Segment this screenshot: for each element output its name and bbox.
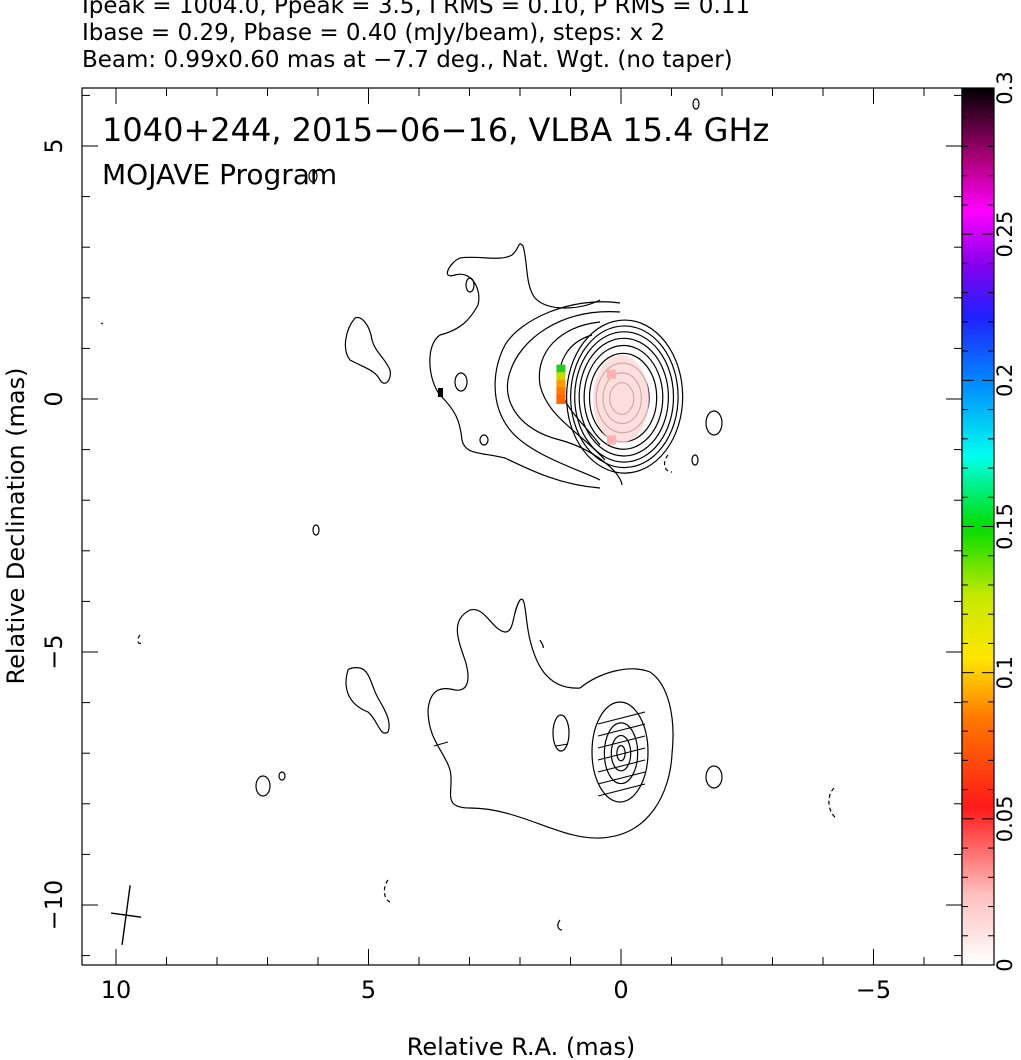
core-contour bbox=[603, 722, 639, 785]
polarization-pixel bbox=[606, 369, 616, 379]
island-contour bbox=[308, 169, 318, 183]
colorbar-tick-label: 0.1 bbox=[993, 656, 1017, 689]
data-marks bbox=[100, 322, 649, 945]
y-tick-label: −5 bbox=[40, 634, 68, 669]
outer-contour bbox=[427, 598, 674, 839]
polarization-vector bbox=[597, 723, 646, 737]
negative-contour bbox=[383, 879, 391, 903]
core-contour bbox=[570, 325, 679, 469]
island-contour bbox=[255, 775, 271, 797]
jet-contour bbox=[494, 301, 621, 481]
jet-contour bbox=[506, 311, 623, 486]
y-tick-label: 5 bbox=[40, 138, 68, 153]
polarization-vector bbox=[597, 783, 646, 797]
core-contour bbox=[591, 701, 649, 803]
header-base-line: Ibase = 0.29, Pbase = 0.40 (mJy/beam), s… bbox=[82, 20, 666, 46]
map-title: 1040+244, 2015−06−16, VLBA 15.4 GHz bbox=[102, 111, 769, 149]
island-contour bbox=[454, 372, 468, 392]
map-subtitle: MOJAVE Program bbox=[102, 158, 337, 191]
polarization-pixel bbox=[556, 372, 566, 382]
colorbar-tick-label: 0.25 bbox=[993, 211, 1017, 258]
x-tick-label: 10 bbox=[101, 976, 132, 1004]
core-contour bbox=[610, 734, 632, 772]
polarization-vector bbox=[597, 747, 646, 761]
x-tick-label: 0 bbox=[613, 976, 628, 1004]
core-contour bbox=[578, 337, 670, 457]
polarization-pixel bbox=[606, 435, 616, 445]
polarization-vector bbox=[597, 759, 646, 773]
polarization-vector bbox=[597, 735, 646, 749]
beam-minor-axis bbox=[110, 912, 142, 918]
jet-contour bbox=[538, 321, 606, 461]
colorbar-tick-label: 0.3 bbox=[993, 71, 1017, 104]
polarization-vector bbox=[597, 711, 646, 725]
negative-contour bbox=[137, 634, 143, 645]
header-beam-line: Beam: 0.99x0.60 mas at −7.7 deg., Nat. W… bbox=[82, 47, 733, 73]
noise-speck bbox=[100, 322, 104, 325]
island-contour bbox=[465, 277, 475, 293]
colorbar-tick-label: 0.15 bbox=[993, 503, 1017, 550]
y-tick-label: 0 bbox=[40, 391, 68, 406]
polarization-pixel bbox=[556, 364, 566, 374]
island-contour bbox=[691, 454, 699, 466]
contour-layer bbox=[137, 98, 837, 931]
x-axis-label: Relative R.A. (mas) bbox=[407, 1033, 635, 1060]
axis-ticks: 10 5 0 −5 5 0 −5 −10 bbox=[40, 88, 962, 1004]
colorbar-tick-label: 0.05 bbox=[993, 795, 1017, 842]
island-contour bbox=[479, 434, 489, 446]
x-tick-label: 5 bbox=[361, 976, 376, 1004]
y-axis-label: Relative Declination (mas) bbox=[2, 367, 30, 684]
polarization-vector bbox=[555, 743, 569, 747]
outer-contour bbox=[429, 243, 601, 489]
colorbar-tick-label: 0 bbox=[993, 958, 1017, 971]
negative-contour bbox=[539, 639, 544, 649]
polarization-vector bbox=[433, 741, 449, 747]
polarization-pixel bbox=[556, 387, 566, 397]
island-contour bbox=[312, 524, 320, 536]
polarization-pixel bbox=[556, 395, 566, 404]
island-contour bbox=[705, 765, 723, 789]
negative-contour bbox=[663, 454, 673, 473]
island-contour bbox=[705, 410, 723, 436]
island-contour bbox=[692, 98, 700, 110]
island-contour bbox=[278, 771, 286, 781]
polarization-vector bbox=[597, 771, 646, 785]
island-contour bbox=[552, 714, 570, 752]
polarization-pixel bbox=[556, 379, 566, 389]
plot-frame bbox=[81, 87, 963, 966]
core-emission-pixel bbox=[593, 355, 649, 443]
island-contour bbox=[344, 316, 391, 384]
core-contour bbox=[565, 319, 684, 474]
y-tick-label: −10 bbox=[40, 880, 68, 931]
colorbar-tick-label: 0.2 bbox=[993, 364, 1017, 397]
negative-contour bbox=[828, 787, 837, 819]
core-contour bbox=[574, 331, 675, 463]
colorbar-ticks: 0 0.05 0.1 0.15 0.2 0.25 0.3 bbox=[962, 71, 1017, 972]
header-stats-line: Ipeak = 1004.0, Ppeak = 3.5, I RMS = 0.1… bbox=[82, 0, 751, 19]
core-contour bbox=[583, 344, 664, 450]
x-tick-label: −5 bbox=[856, 976, 891, 1004]
negative-contour bbox=[557, 919, 563, 931]
polarization-pixel bbox=[438, 388, 443, 397]
island-contour bbox=[345, 667, 390, 734]
